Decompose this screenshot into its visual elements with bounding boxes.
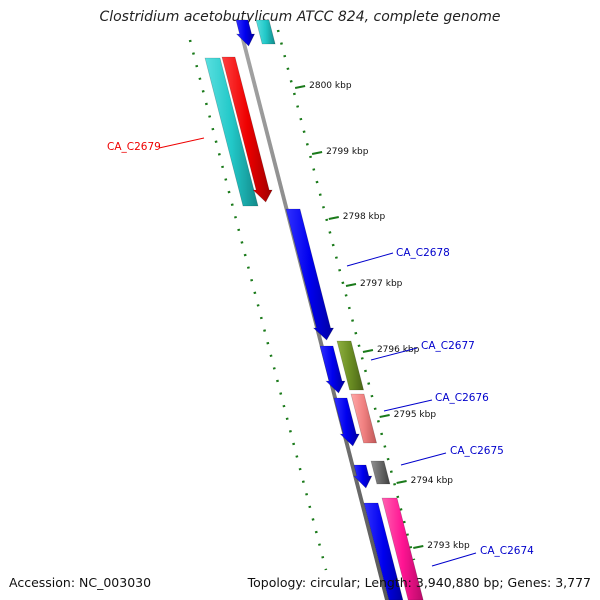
scale-label: 2800 kbp <box>309 81 352 91</box>
map-title: Clostridium acetobutylicum ATCC 824, com… <box>99 9 501 25</box>
gene-red-ca-c2679[interactable] <box>221 56 273 203</box>
gene-label-leader <box>346 252 394 267</box>
scale-tick <box>396 480 407 484</box>
gene-salmon-feature[interactable] <box>350 393 377 444</box>
gene-label-leader <box>400 452 447 466</box>
scale-tick <box>294 85 306 89</box>
gene-blue-top[interactable] <box>235 19 256 47</box>
scale-tick <box>362 349 374 353</box>
scale-tick <box>413 545 424 549</box>
scale-label: 2797 kbp <box>360 279 403 289</box>
gene-olive-feature[interactable] <box>336 340 364 391</box>
gene-magenta-feature[interactable] <box>381 497 424 600</box>
gene-label-ca-c2679[interactable]: CA_C2679 <box>107 141 161 153</box>
gene-blue-ca-c2675[interactable] <box>353 464 373 489</box>
genome-summary-text: Topology: circular; Length: 3,940,880 bp… <box>247 575 591 590</box>
scale-label: 2794 kbp <box>411 476 454 486</box>
outer-tick-track <box>188 39 328 571</box>
gene-cyan-ca-c2680[interactable] <box>204 57 259 207</box>
gene-label-ca-c2676[interactable]: CA_C2676 <box>435 392 489 404</box>
gene-label-ca-c2675[interactable]: CA_C2675 <box>450 445 504 457</box>
scale-label: 2793 kbp <box>427 541 470 551</box>
gene-label-ca-c2677[interactable]: CA_C2677 <box>421 340 475 352</box>
gene-label-leader <box>158 137 205 149</box>
scale-ticks: 2800 kbp 2799 kbp 2798 kbp 2797 kbp 2796 kbp… <box>294 81 470 551</box>
scale-label: 2796 kbp <box>377 345 420 355</box>
gene-blue-ca-c2676[interactable] <box>333 397 360 447</box>
gene-label-leader <box>370 347 418 361</box>
scale-tick <box>328 216 339 220</box>
scale-label: 2799 kbp <box>326 147 369 157</box>
gene-label-leader <box>383 399 433 412</box>
scale-label: 2795 kbp <box>394 410 437 420</box>
scale-tick <box>379 414 390 418</box>
gene-cyan-top[interactable] <box>255 19 276 45</box>
scale-tick <box>345 283 357 287</box>
gene-blue-ca-c2677[interactable] <box>319 345 346 394</box>
gene-features <box>204 19 424 600</box>
gene-label-leader <box>431 552 477 567</box>
scale-tick <box>311 151 323 155</box>
accession-text: Accession: NC_003030 <box>9 575 152 590</box>
gene-blue-ca-c2674[interactable] <box>363 502 404 600</box>
inner-tick-track <box>276 29 416 561</box>
gene-labels: CA_C2679 CA_C2678 CA_C2677 CA_C2676 CA_C2675… <box>107 137 534 567</box>
scale-label: 2798 kbp <box>343 212 386 222</box>
gene-blue-ca-c2678[interactable] <box>285 208 335 341</box>
gene-label-ca-c2674[interactable]: CA_C2674 <box>480 545 534 557</box>
gene-gray-feature[interactable] <box>370 460 391 485</box>
gene-label-ca-c2678[interactable]: CA_C2678 <box>396 247 450 259</box>
